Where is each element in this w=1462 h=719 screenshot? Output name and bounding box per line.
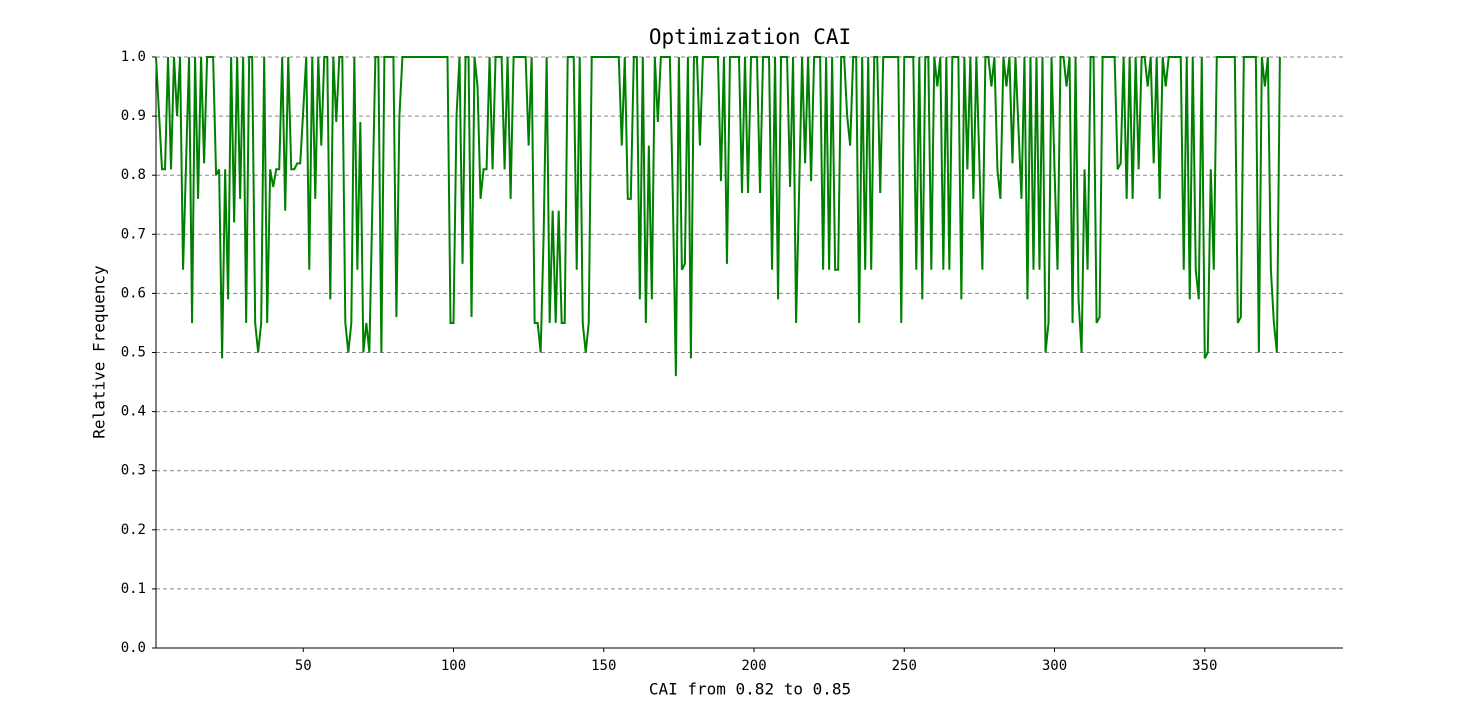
x-axis-label: CAI from 0.82 to 0.85 bbox=[649, 680, 851, 699]
y-tick-label: 0.6 bbox=[121, 285, 146, 301]
x-tick-label: 50 bbox=[295, 658, 312, 674]
y-tick-label: 0.9 bbox=[121, 108, 146, 124]
x-tick-label: 300 bbox=[1042, 658, 1067, 674]
x-tick-label: 150 bbox=[591, 658, 616, 674]
y-tick-label: 0.0 bbox=[121, 640, 146, 656]
y-tick-label: 0.5 bbox=[121, 345, 146, 361]
y-tick-label: 0.8 bbox=[121, 167, 146, 183]
y-tick-label: 0.2 bbox=[121, 522, 146, 538]
y-tick-label: 0.4 bbox=[121, 404, 146, 420]
y-axis-label: Relative Frequency bbox=[90, 265, 109, 439]
y-tick-label: 1.0 bbox=[121, 49, 146, 65]
x-tick-label: 100 bbox=[441, 658, 466, 674]
x-tick-label: 250 bbox=[892, 658, 917, 674]
x-tick-label: 200 bbox=[741, 658, 766, 674]
line-series bbox=[155, 56, 1281, 377]
y-tick-label: 0.3 bbox=[121, 463, 146, 479]
x-tick-label: 350 bbox=[1192, 658, 1217, 674]
chart-title: Optimization CAI bbox=[649, 25, 851, 49]
y-tick-label: 0.1 bbox=[121, 581, 146, 597]
y-tick-label: 0.7 bbox=[121, 226, 146, 242]
